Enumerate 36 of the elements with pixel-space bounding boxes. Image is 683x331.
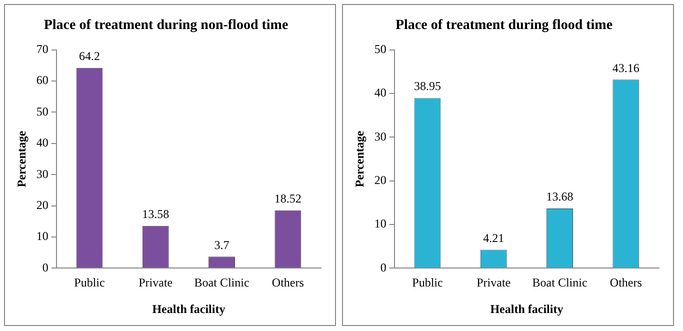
data-label: 4.21 xyxy=(483,230,504,245)
x-tick-label: Boat Clinic xyxy=(194,276,250,290)
x-axis-title: Health facility xyxy=(490,302,564,316)
data-label: 43.16 xyxy=(612,60,640,75)
y-tick-label: 20 xyxy=(36,198,48,212)
y-tick-label: 40 xyxy=(36,136,48,150)
data-label: 64.2 xyxy=(78,49,100,64)
y-tick-label: 30 xyxy=(374,129,386,144)
y-tick-label: 20 xyxy=(374,172,386,187)
x-tick-label: Private xyxy=(138,276,173,290)
x-tick-label: Others xyxy=(272,276,304,290)
y-tick-label: 30 xyxy=(36,166,48,181)
data-label: 3.7 xyxy=(214,238,230,252)
y-tick-label: 40 xyxy=(374,86,386,100)
data-label: 38.95 xyxy=(414,79,441,94)
data-label: 13.68 xyxy=(546,190,574,204)
x-tick-label: Public xyxy=(74,276,105,290)
x-tick-label: Public xyxy=(412,276,443,290)
x-axis-title: Health facility xyxy=(152,302,226,316)
y-tick-label: 0 xyxy=(380,260,386,274)
data-label: 13.58 xyxy=(142,206,170,221)
chart-title: Place of treatment during non-flood time xyxy=(44,18,288,34)
y-tick-label: 70 xyxy=(36,42,48,56)
y-tick-label: 10 xyxy=(36,229,48,244)
y-tick-label: 0 xyxy=(42,260,48,274)
y-tick-label: 50 xyxy=(374,42,386,56)
x-tick-label: Others xyxy=(610,276,642,290)
y-tick-label: 50 xyxy=(36,104,48,118)
y-axis-title: Percentage xyxy=(352,130,366,188)
chart-title: Place of treatment during flood time xyxy=(395,18,613,34)
data-label: 18.52 xyxy=(274,192,302,206)
x-tick-label: Boat Clinic xyxy=(532,276,588,290)
y-tick-label: 10 xyxy=(374,216,386,231)
y-axis-title: Percentage xyxy=(14,130,28,188)
y-tick-label: 60 xyxy=(36,73,48,88)
x-tick-label: Private xyxy=(476,276,511,290)
